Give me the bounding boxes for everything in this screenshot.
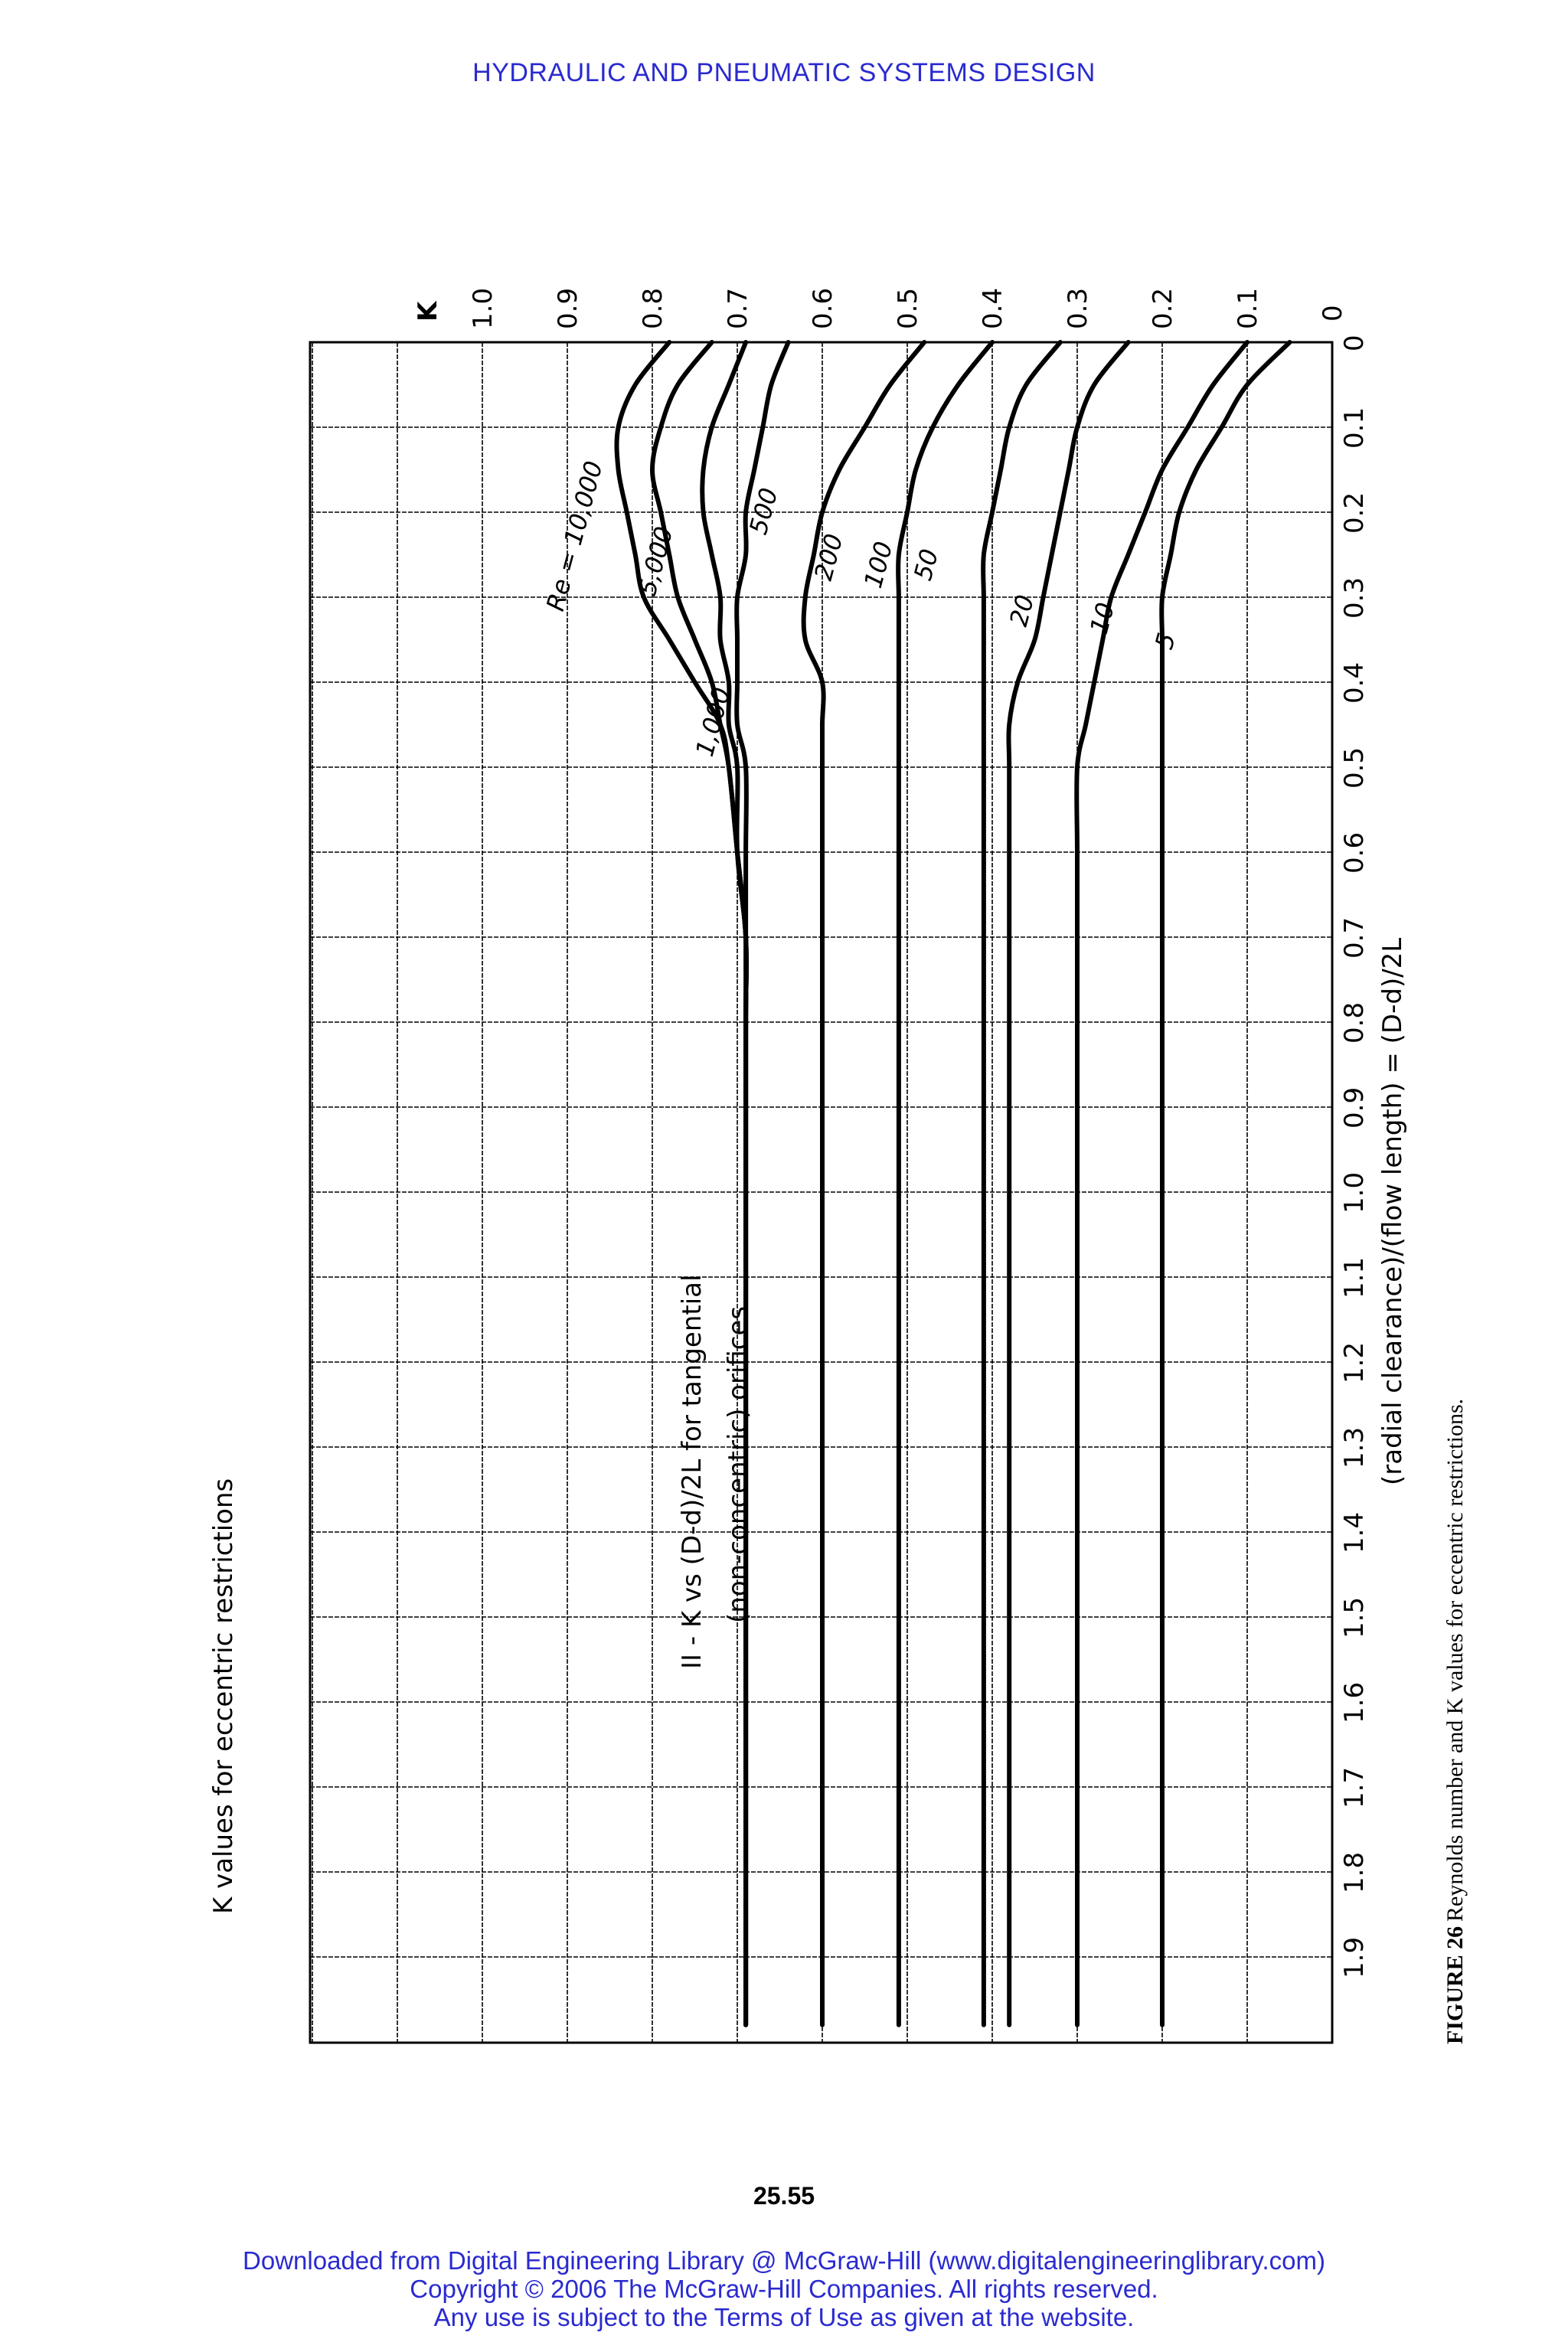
- footer: Downloaded from Digital Engineering Libr…: [0, 2246, 1568, 2331]
- x-tick-label: 1.9: [1339, 1937, 1370, 1978]
- y-tick-label: 0.6: [808, 288, 838, 329]
- series-line-0: [614, 340, 749, 2027]
- series: [614, 340, 1292, 2027]
- y-tick-label: 0: [1318, 305, 1348, 322]
- x-tick-label: 0.7: [1339, 917, 1370, 959]
- x-tick-label: 1.3: [1339, 1427, 1370, 1468]
- y-tick-label: 0.8: [638, 288, 668, 329]
- x-tick-label: 1.8: [1339, 1852, 1370, 1893]
- x-tick-label: 1.5: [1339, 1597, 1370, 1638]
- x-tick-label: 1.0: [1339, 1172, 1370, 1214]
- x-tick-label: 1.1: [1339, 1257, 1370, 1298]
- curve-label: 100: [858, 538, 899, 591]
- figure-caption: Reynolds number and K values for eccentr…: [1442, 1399, 1468, 1922]
- footer-line-2: Copyright © 2006 The McGraw-Hill Compani…: [410, 2275, 1158, 2303]
- figure-label: FIGURE 26: [1442, 1926, 1468, 2044]
- x-tick-label: 0: [1339, 335, 1370, 351]
- footer-line-3: Any use is subject to the Terms of Use a…: [433, 2303, 1135, 2331]
- footer-line-1: Downloaded from Digital Engineering Libr…: [243, 2246, 1325, 2275]
- x-tick-label: 0.2: [1339, 492, 1370, 534]
- x-tick-label: 0.5: [1339, 747, 1370, 789]
- x-tick-label: 0.9: [1339, 1087, 1370, 1129]
- y-tick-label: 0.5: [893, 288, 923, 329]
- x-tick-label: 1.4: [1339, 1512, 1370, 1553]
- x-tick-label: 1.2: [1339, 1342, 1370, 1383]
- chart-subtitle-line1: II - K vs (D-d)/2L for tangential: [677, 1275, 707, 1669]
- series-line-1: [649, 340, 749, 2027]
- series-line-3: [734, 340, 791, 2027]
- tick-labels: 0 0.1 0.2 0.3 0.4 0.5 0.6 0.7 0.8 0.9 1.0 0 0.1 0.2 0.…: [468, 288, 1370, 1978]
- y-tick-label: 0.3: [1063, 288, 1093, 329]
- curve-label: Re = 10,000: [541, 458, 609, 614]
- x-tick-label: 0.1: [1339, 407, 1370, 449]
- x-axis-label: (radial clearance)/(flow length) = (D-d)…: [1377, 938, 1408, 1485]
- curve-label: 10: [1084, 599, 1120, 637]
- running-header: HYDRAULIC AND PNEUMATIC SYSTEMS DESIGN: [472, 58, 1096, 87]
- page-number: 25.55: [753, 2182, 815, 2210]
- chart-title: K values for eccentric restrictions: [208, 1478, 239, 1914]
- series-line-4: [801, 340, 927, 2027]
- series-line-5: [896, 340, 995, 2027]
- y-tick-label: 1.0: [468, 288, 498, 329]
- y-tick-label: 0.1: [1233, 288, 1263, 329]
- x-tick-label: 0.8: [1339, 1002, 1370, 1044]
- x-tick-label: 1.7: [1339, 1767, 1370, 1808]
- y-tick-label: 0.4: [978, 288, 1008, 329]
- series-line-6: [981, 340, 1063, 2027]
- x-tick-label: 0.6: [1339, 832, 1370, 874]
- curve-label: 50: [908, 546, 944, 583]
- series-line-8: [1074, 340, 1250, 2027]
- x-tick-label: 1.6: [1339, 1682, 1370, 1723]
- y-tick-label: 0.9: [553, 288, 583, 329]
- x-tick-label: 0.4: [1339, 662, 1370, 704]
- y-tick-label: 0.2: [1148, 288, 1178, 329]
- series-line-7: [1006, 340, 1131, 2027]
- chart-subtitle-line2: (non-concentric) orifices: [723, 1306, 753, 1623]
- series-line-9: [1159, 340, 1292, 2027]
- curve-label: 5: [1149, 630, 1181, 653]
- y-axis-label: K: [413, 300, 443, 322]
- x-tick-label: 0.3: [1339, 577, 1370, 619]
- y-tick-label: 0.7: [723, 288, 753, 329]
